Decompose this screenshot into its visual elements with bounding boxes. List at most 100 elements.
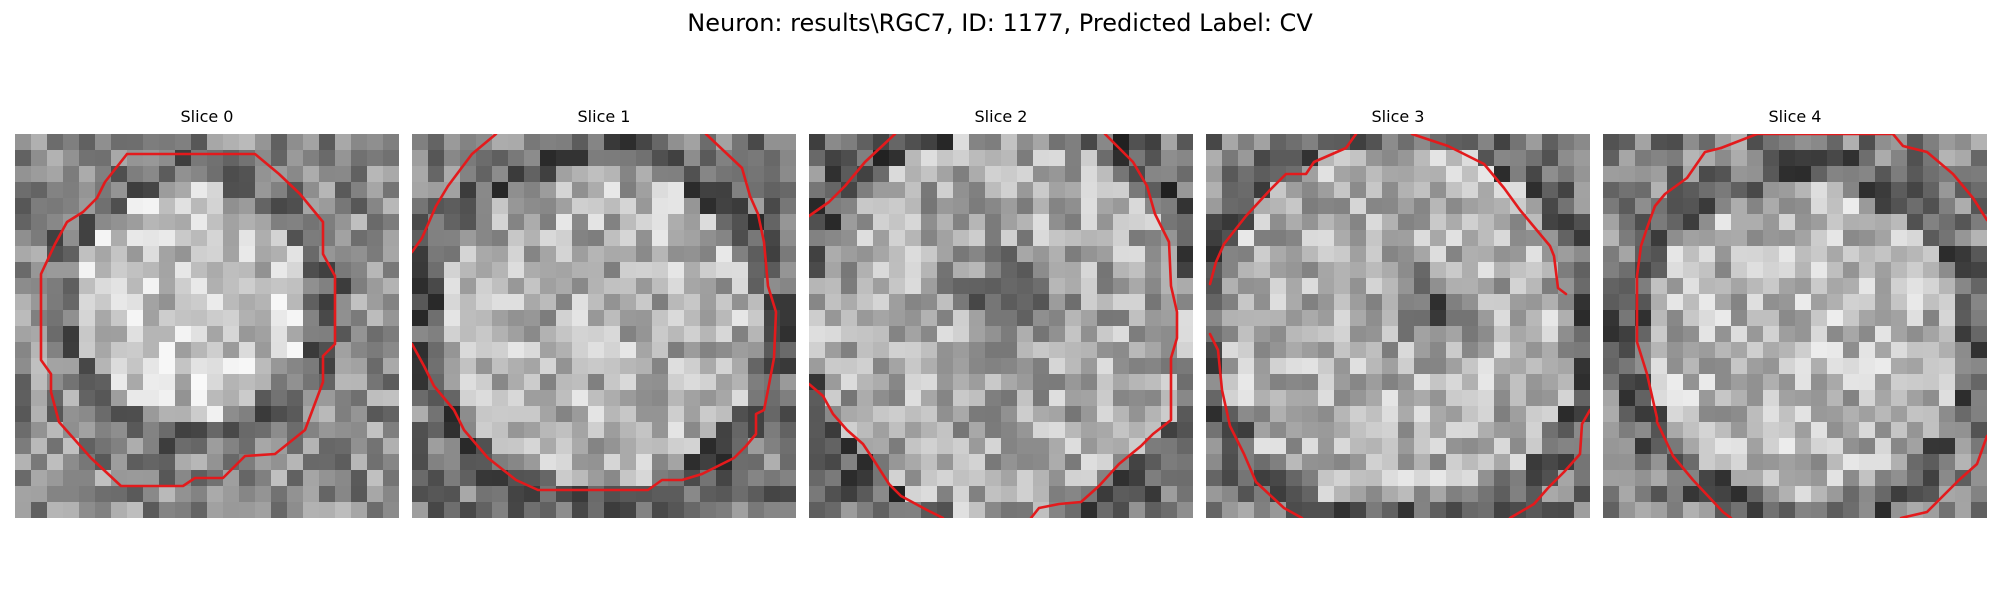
pixel [1145, 422, 1161, 438]
pixel [1763, 214, 1779, 230]
pixel [732, 454, 748, 470]
pixel [1302, 198, 1318, 214]
pixel [1254, 470, 1270, 486]
pixel [857, 294, 873, 310]
pixel [1270, 278, 1286, 294]
pixel [1270, 134, 1286, 150]
pixel [1206, 166, 1222, 182]
pixel [1430, 166, 1446, 182]
pixel [1827, 390, 1843, 406]
pixel [1113, 278, 1129, 294]
pixel [937, 166, 953, 182]
pixel [1350, 294, 1366, 310]
segmentation-contour [412, 134, 778, 492]
pixel [1542, 422, 1558, 438]
pixel [700, 198, 716, 214]
pixel [1430, 326, 1446, 342]
pixel [809, 486, 825, 502]
pixel [684, 198, 700, 214]
pixel [1558, 390, 1574, 406]
pixel [335, 358, 351, 374]
pixel [1478, 246, 1494, 262]
pixel [1398, 358, 1414, 374]
pixel [223, 246, 239, 262]
pixel [223, 182, 239, 198]
pixel [1510, 454, 1526, 470]
pixel [524, 294, 540, 310]
pixel [620, 502, 636, 518]
pixel [207, 406, 223, 422]
pixel [428, 246, 444, 262]
pixel [1446, 470, 1462, 486]
pixel [873, 230, 889, 246]
pixel [937, 454, 953, 470]
pixel [1302, 310, 1318, 326]
pixel [1033, 310, 1049, 326]
pixel [780, 198, 796, 214]
pixel [31, 246, 47, 262]
pixel [1113, 262, 1129, 278]
pixel [1286, 262, 1302, 278]
pixel [748, 438, 764, 454]
pixel [1113, 406, 1129, 422]
pixel [1270, 326, 1286, 342]
pixel [239, 342, 255, 358]
pixel [31, 230, 47, 246]
pixel [1763, 150, 1779, 166]
pixel [1254, 262, 1270, 278]
pixel [1859, 326, 1875, 342]
pixel [1478, 310, 1494, 326]
pixel [508, 454, 524, 470]
pixel [175, 278, 191, 294]
pixel [428, 470, 444, 486]
pixel [1033, 358, 1049, 374]
pixel [937, 438, 953, 454]
pixel [1603, 182, 1619, 198]
pixel [351, 422, 367, 438]
pixel [1955, 502, 1971, 518]
pixel [1049, 326, 1065, 342]
pixel [127, 182, 143, 198]
pixel [1097, 230, 1113, 246]
pixel [969, 358, 985, 374]
pixel [857, 310, 873, 326]
pixel [175, 310, 191, 326]
pixel [937, 278, 953, 294]
pixel [1574, 502, 1590, 518]
pixel [1350, 278, 1366, 294]
pixel [953, 406, 969, 422]
pixel [1254, 454, 1270, 470]
pixel [1811, 422, 1827, 438]
pixel [1526, 358, 1542, 374]
pixel [428, 422, 444, 438]
pixel [1270, 246, 1286, 262]
pixel [1843, 438, 1859, 454]
pixel [319, 134, 335, 150]
pixel [652, 310, 668, 326]
pixel [588, 294, 604, 310]
pixel [764, 486, 780, 502]
pixel [668, 166, 684, 182]
pixel [239, 246, 255, 262]
pixel [604, 262, 620, 278]
pixel [79, 310, 95, 326]
pixel [412, 278, 428, 294]
pixel [1795, 278, 1811, 294]
pixel [1206, 406, 1222, 422]
pixel [700, 406, 716, 422]
pixel [1366, 214, 1382, 230]
pixel [255, 166, 271, 182]
pixel [1763, 454, 1779, 470]
pixel [47, 278, 63, 294]
pixel [1955, 454, 1971, 470]
pixel [1635, 310, 1651, 326]
pixel [1177, 358, 1193, 374]
pixel [1542, 438, 1558, 454]
pixel [95, 310, 111, 326]
pixel [905, 198, 921, 214]
pixel [63, 470, 79, 486]
pixel [1619, 262, 1635, 278]
pixel [1206, 390, 1222, 406]
pixel [383, 310, 399, 326]
pixel [1033, 182, 1049, 198]
